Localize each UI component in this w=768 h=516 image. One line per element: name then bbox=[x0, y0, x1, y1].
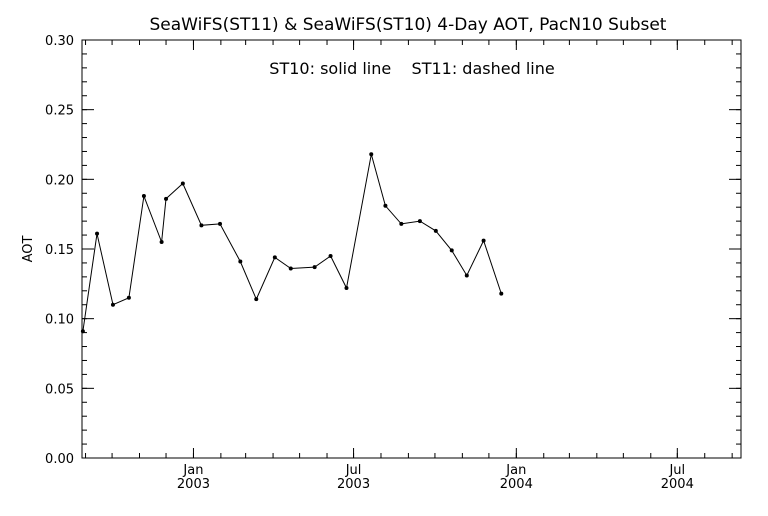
series-layer bbox=[80, 152, 504, 334]
data-point bbox=[344, 286, 349, 291]
data-point bbox=[159, 240, 164, 245]
data-point bbox=[141, 194, 146, 199]
x-tick-label-month: Jul bbox=[345, 463, 362, 478]
data-point bbox=[110, 302, 115, 307]
data-point bbox=[180, 181, 185, 186]
data-point bbox=[417, 219, 422, 224]
data-point bbox=[80, 329, 85, 334]
data-point bbox=[433, 228, 438, 233]
data-point bbox=[369, 152, 374, 157]
data-point bbox=[464, 273, 469, 278]
data-point bbox=[449, 248, 454, 253]
y-tick-label: 0.10 bbox=[45, 313, 74, 328]
chart-annotation: ST10: solid line ST11: dashed line bbox=[269, 59, 554, 78]
data-point bbox=[238, 259, 243, 264]
data-point bbox=[164, 196, 169, 201]
data-point bbox=[312, 265, 317, 270]
y-tick-label: 0.05 bbox=[45, 382, 74, 397]
y-tick-label: 0.20 bbox=[45, 173, 74, 188]
data-point bbox=[199, 223, 204, 228]
data-point bbox=[481, 238, 486, 243]
y-axis-label: AOT bbox=[21, 236, 36, 263]
x-tick-label-month: Jan bbox=[182, 463, 203, 478]
data-point bbox=[328, 253, 333, 258]
x-tick-label-month: Jan bbox=[505, 463, 526, 478]
y-tick-label: 0.15 bbox=[45, 243, 74, 258]
plot-frame bbox=[81, 39, 742, 459]
data-point bbox=[499, 291, 504, 296]
x-tick-label-year: 2004 bbox=[500, 477, 533, 492]
x-tick-label-month: Jul bbox=[668, 463, 685, 478]
axes: 0.000.050.100.150.200.250.30Jan2003Jul20… bbox=[45, 34, 742, 492]
x-tick-label-year: 2004 bbox=[661, 477, 694, 492]
series-line-ST10 bbox=[82, 154, 502, 332]
x-tick-label-year: 2003 bbox=[337, 477, 370, 492]
y-tick-label: 0.00 bbox=[45, 452, 74, 467]
data-point bbox=[383, 203, 388, 208]
y-tick-label: 0.30 bbox=[45, 34, 74, 49]
data-point bbox=[272, 255, 277, 260]
x-tick-label-year: 2003 bbox=[177, 477, 210, 492]
data-point bbox=[288, 266, 293, 271]
data-point bbox=[126, 295, 131, 300]
data-point bbox=[399, 221, 404, 226]
data-point bbox=[217, 221, 222, 226]
chart-title: SeaWiFS(ST11) & SeaWiFS(ST10) 4-Day AOT,… bbox=[150, 15, 667, 35]
data-point bbox=[254, 297, 259, 302]
data-point bbox=[95, 231, 100, 236]
y-tick-label: 0.25 bbox=[45, 104, 74, 119]
